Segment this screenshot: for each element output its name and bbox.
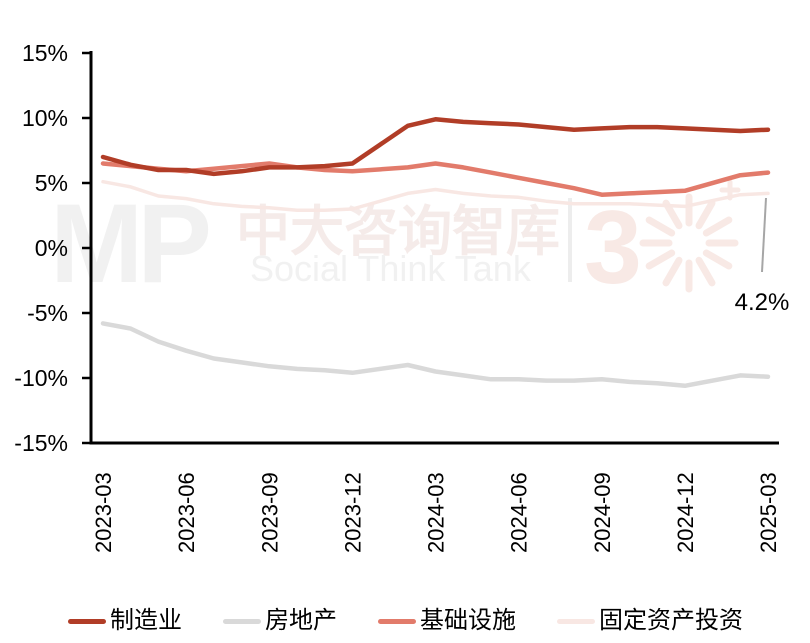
watermark-logo: MP [50, 181, 208, 306]
watermark-zh-text: 中大咨询智库 [236, 202, 560, 262]
anniversary-starburst-icon [702, 216, 733, 237]
annotation-value-label: 4.2% [735, 289, 790, 316]
x-tick-label: 2025-03 [756, 472, 781, 553]
anniversary-starburst-icon [645, 216, 676, 237]
legend-label-infrastructure: 基础设施 [420, 607, 516, 634]
series-line-1 [100, 321, 771, 389]
legend-swatch-real-estate [223, 618, 261, 624]
legend-label-real-estate: 房地产 [265, 607, 337, 634]
series-line-0 [100, 117, 771, 177]
legend: 制造业 房地产 基础设施 固定资产投资 [0, 601, 810, 641]
legend-item-manufacturing: 制造业 [68, 609, 182, 633]
anniversary-starburst-icon [695, 256, 716, 287]
legend-item-infrastructure: 基础设施 [378, 609, 516, 633]
y-tick-label: 5% [35, 170, 68, 196]
legend-item-fixed-asset-investment: 固定资产投资 [557, 609, 743, 633]
y-tick-label: 10% [22, 105, 68, 131]
x-tick-label: 2023-06 [174, 472, 199, 553]
anniversary-starburst-icon [702, 249, 733, 270]
anniversary-starburst-icon [695, 199, 716, 230]
y-tick-label: 15% [22, 40, 68, 66]
legend-swatch-manufacturing [68, 618, 106, 624]
x-tick-label: 2024-03 [424, 472, 449, 553]
x-tick-label: 2024-12 [673, 472, 698, 553]
series-line-3 [101, 179, 770, 213]
x-tick-label: 2024-09 [590, 472, 615, 553]
x-tick-label: 2023-03 [91, 472, 116, 553]
x-tick-label: 2024-06 [507, 472, 532, 553]
anniversary-starburst-icon [662, 256, 683, 287]
line-chart: MP 中大咨询智库 Social Think Tank 3 15% 10% 5% 0% -5% -… [14, 40, 790, 553]
legend-swatch-infrastructure [378, 618, 416, 624]
legend-label-fixed-asset-investment: 固定资产投资 [599, 607, 743, 634]
legend-label-manufacturing: 制造业 [110, 607, 182, 634]
watermark-anniversary-number: 3 [584, 190, 642, 306]
legend-item-real-estate: 房地产 [223, 609, 337, 633]
legend-swatch-fixed-asset-investment [557, 618, 595, 624]
y-tick-label: -5% [27, 300, 68, 326]
watermark-divider [568, 198, 572, 282]
y-tick-label: 0% [35, 235, 68, 261]
series-line-2 [100, 161, 771, 197]
y-tick-label: -15% [14, 430, 68, 456]
y-tick-label: -10% [14, 365, 68, 391]
watermark-en-text: Social Think Tank [250, 248, 532, 289]
x-tick-label: 2023-09 [257, 472, 282, 553]
annotation-leader-line [761, 197, 767, 273]
x-tick-label: 2023-12 [340, 472, 365, 553]
anniversary-starburst-icon [645, 249, 676, 270]
